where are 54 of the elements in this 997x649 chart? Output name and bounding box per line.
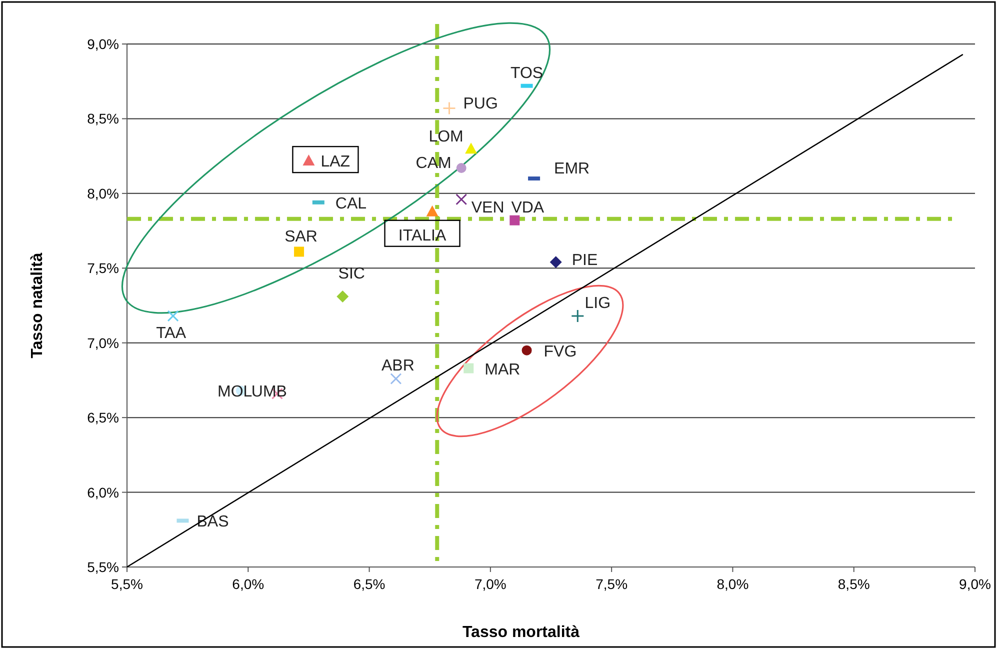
x-tick-label: 6,5% <box>353 576 386 592</box>
x-tick-label: 5,5% <box>111 576 143 592</box>
point <box>570 309 584 323</box>
y-tick-label: 8,0% <box>87 185 119 202</box>
point <box>336 290 349 303</box>
x-axis-title: Tasso mortalità <box>462 624 580 641</box>
series-label: VEN <box>471 199 504 216</box>
series-label: VDA <box>511 199 544 216</box>
x-tick-label: 9,0% <box>959 576 991 592</box>
series-label: TOS <box>510 64 544 82</box>
point <box>456 194 468 206</box>
series-label: CAM <box>416 155 452 172</box>
point <box>390 372 402 384</box>
y-tick-label: 6,5% <box>87 410 119 426</box>
series-label: ITALIA <box>398 227 446 244</box>
series-label: ABR <box>381 358 414 375</box>
point <box>465 142 478 154</box>
y-tick-label: 7,0% <box>87 334 119 351</box>
series-label: PUG <box>463 95 498 112</box>
x-tick-label: 7,5% <box>596 576 628 592</box>
x-tick-label: 8,0% <box>716 576 749 592</box>
series-label: TAA <box>156 324 186 342</box>
point <box>464 363 474 374</box>
series-label: EMR <box>554 160 590 178</box>
series-label: FVG <box>544 343 577 360</box>
point <box>510 215 520 226</box>
point <box>550 256 562 268</box>
y-tick-label: 9,0% <box>87 36 119 52</box>
series-label: LAZ <box>320 154 350 171</box>
x-tick-label: 7,0% <box>474 576 506 592</box>
point <box>294 246 304 257</box>
series-label: BAS <box>196 514 229 531</box>
series-label: MAR <box>484 361 520 378</box>
series-label: CAL <box>335 195 367 212</box>
y-tick-label: 7,5% <box>87 260 119 276</box>
series-label: MOL <box>218 384 252 401</box>
point <box>302 154 315 166</box>
point <box>522 345 532 356</box>
series-label: UMB <box>251 384 287 401</box>
point <box>167 310 179 322</box>
y-tick-label: 6,0% <box>87 484 119 500</box>
series-label: LIG <box>584 294 611 312</box>
series-label: PIE <box>572 252 598 270</box>
point <box>426 205 438 216</box>
point <box>456 163 466 174</box>
series-label: SIC <box>338 266 365 283</box>
y-tick-label: 8,5% <box>87 110 119 127</box>
series-label: SAR <box>284 228 318 246</box>
y-tick-label: 5,5% <box>87 559 119 575</box>
point <box>442 102 456 116</box>
x-tick-label: 6,0% <box>232 576 264 592</box>
y-axis-title: Tasso natalità <box>29 252 46 358</box>
series-label: LOM <box>428 128 464 146</box>
x-tick-label: 8,5% <box>838 576 870 592</box>
